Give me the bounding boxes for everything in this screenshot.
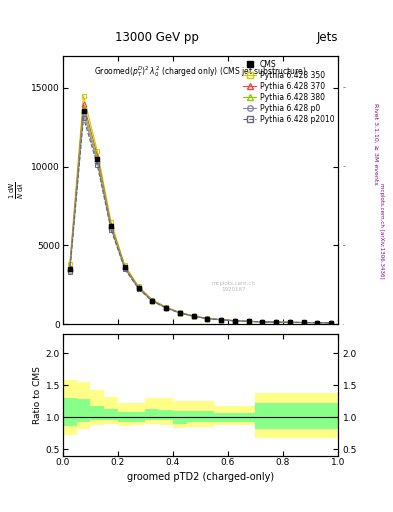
Text: Groomed$(p_T^D)^2\,\lambda_0^2$ (charged only) (CMS jet substructure): Groomed$(p_T^D)^2\,\lambda_0^2$ (charged… <box>94 65 307 79</box>
Text: Jets: Jets <box>316 31 338 44</box>
X-axis label: groomed pTD2 (charged-only): groomed pTD2 (charged-only) <box>127 472 274 482</box>
Legend: CMS, Pythia 6.428 350, Pythia 6.428 370, Pythia 6.428 380, Pythia 6.428 p0, Pyth: CMS, Pythia 6.428 350, Pythia 6.428 370,… <box>241 58 336 125</box>
Text: mcplots.cern.ch
1920187: mcplots.cern.ch 1920187 <box>211 281 255 292</box>
Text: mcplots.cern.ch [arXiv:1306.3436]: mcplots.cern.ch [arXiv:1306.3436] <box>379 183 384 278</box>
Y-axis label: Ratio to CMS: Ratio to CMS <box>33 366 42 424</box>
Text: 13000 GeV pp: 13000 GeV pp <box>115 31 199 44</box>
Text: Rivet 3.1.10, ≥ 3M events: Rivet 3.1.10, ≥ 3M events <box>373 102 378 184</box>
Y-axis label: $\frac{1}{N}\frac{\mathrm{d}N}{\mathrm{d}\lambda}$: $\frac{1}{N}\frac{\mathrm{d}N}{\mathrm{d… <box>7 181 26 199</box>
